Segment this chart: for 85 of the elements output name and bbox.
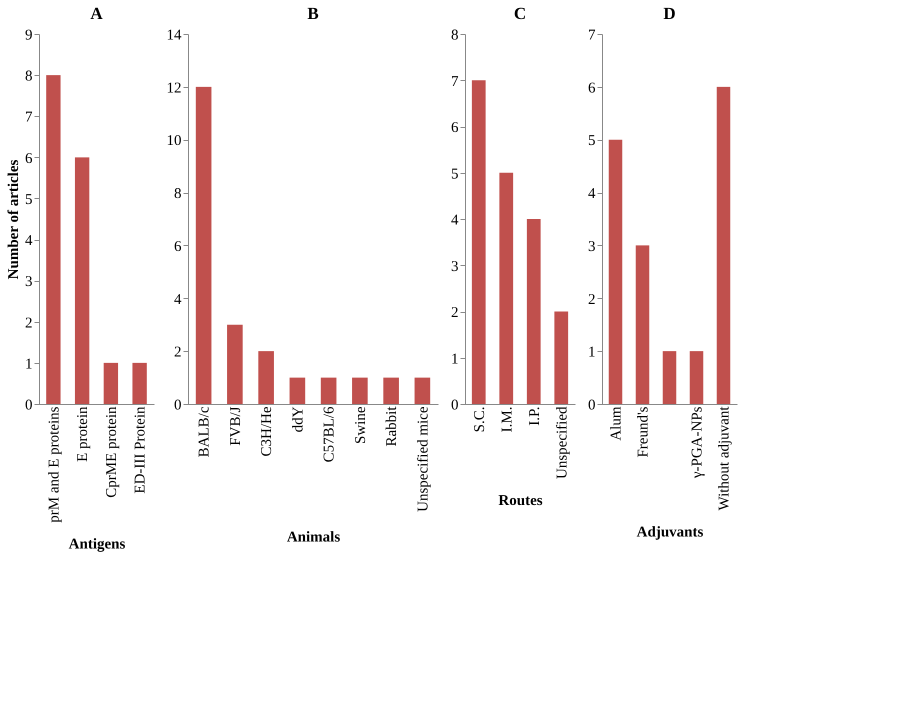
bar xyxy=(104,362,118,404)
x-tick-label: prM and E proteins xyxy=(46,406,62,523)
x-axis-title: Routes xyxy=(498,492,543,509)
y-tick-label: 1 xyxy=(451,351,458,368)
x-tick-label: FVB/J xyxy=(228,406,244,446)
y-tick-label: 4 xyxy=(25,233,33,250)
x-tick-label: Freund's xyxy=(636,406,652,458)
x-axis-title: Adjuvants xyxy=(636,524,704,540)
y-tick-label: 6 xyxy=(174,238,182,255)
y-tick-label: 6 xyxy=(588,80,596,96)
y-tick-label: 1 xyxy=(588,344,596,361)
y-tick-label: 8 xyxy=(451,28,458,44)
y-tick-label: 0 xyxy=(588,398,596,414)
y-tick-label: 9 xyxy=(25,28,32,44)
bar xyxy=(132,362,147,404)
bar xyxy=(196,86,212,404)
x-tick-label: Rabbit xyxy=(384,406,400,446)
x-axis-title: Antigens xyxy=(68,536,126,553)
y-tick-label: 4 xyxy=(451,212,459,228)
y-tick-label: 14 xyxy=(166,28,182,44)
chart-title: D xyxy=(663,4,676,23)
y-tick-label: 4 xyxy=(588,186,596,202)
bar xyxy=(320,378,336,404)
bar xyxy=(258,351,274,404)
y-tick-label: 3 xyxy=(588,238,596,255)
y-tick-label: 5 xyxy=(451,166,458,182)
chart-title: B xyxy=(307,4,319,23)
y-tick-label: 0 xyxy=(174,398,182,414)
y-tick-label: 10 xyxy=(166,133,182,150)
chart-title: C xyxy=(514,4,526,23)
y-tick-label: 2 xyxy=(451,305,458,321)
y-tick-label: 7 xyxy=(588,28,596,44)
x-tick-label: CprME protein xyxy=(104,406,120,498)
bar xyxy=(499,172,514,404)
bar xyxy=(383,378,399,404)
chart-title: A xyxy=(90,4,104,23)
bar xyxy=(526,219,541,404)
y-tick-label: 1 xyxy=(25,356,32,372)
y-tick-label: 7 xyxy=(25,110,33,126)
x-axis-title: Animals xyxy=(286,530,340,546)
y-tick-label: 12 xyxy=(166,80,182,96)
x-tick-label: I.M. xyxy=(499,406,516,432)
y-tick-label: 2 xyxy=(174,344,182,361)
x-tick-label: ED-III Protein xyxy=(132,406,149,494)
bar xyxy=(227,324,243,404)
y-tick-label: 0 xyxy=(451,398,458,414)
bar xyxy=(690,351,704,404)
bar xyxy=(608,140,622,404)
y-tick-label: 8 xyxy=(25,68,32,85)
y-tick-label: 2 xyxy=(25,315,32,332)
y-tick-label: 6 xyxy=(451,120,459,136)
x-tick-label: BALB/c xyxy=(196,406,213,458)
x-tick-label: Alum xyxy=(608,406,624,441)
bar xyxy=(554,312,568,404)
x-tick-label: Unspecified mice xyxy=(415,406,432,512)
y-tick-label: 8 xyxy=(174,186,182,202)
bar xyxy=(290,378,306,404)
y-tick-label: 5 xyxy=(588,133,596,150)
x-tick-label: γ-PGA-NPs xyxy=(690,406,706,480)
x-tick-label: Unspecified xyxy=(554,406,570,479)
y-tick-label: 3 xyxy=(25,274,32,290)
x-tick-label: ddY xyxy=(290,406,306,432)
bar xyxy=(472,80,486,404)
bar xyxy=(46,75,61,404)
y-tick-label: 6 xyxy=(25,150,33,167)
x-tick-label: Without adjuvant xyxy=(716,406,732,510)
y-tick-label: 3 xyxy=(451,258,458,275)
y-tick-label: 7 xyxy=(451,74,459,90)
bar xyxy=(352,378,368,404)
x-tick-label: Swine xyxy=(352,406,369,444)
bar xyxy=(716,86,730,404)
x-tick-label: C57BL/6 xyxy=(322,406,338,462)
y-tick-label: 2 xyxy=(588,292,596,308)
bar xyxy=(74,157,90,404)
bar xyxy=(414,378,430,404)
y-tick-label: 4 xyxy=(174,292,182,308)
bar xyxy=(636,245,650,404)
x-tick-label: C3H/He xyxy=(259,406,276,456)
y-axis-title: Number of articles xyxy=(6,159,22,280)
y-tick-label: 0 xyxy=(25,398,32,414)
x-tick-label: S.C. xyxy=(472,406,488,432)
y-tick-label: 5 xyxy=(25,192,32,208)
bar xyxy=(662,351,676,404)
x-tick-label: E protein xyxy=(75,406,92,462)
x-tick-label: I.P. xyxy=(526,406,543,426)
